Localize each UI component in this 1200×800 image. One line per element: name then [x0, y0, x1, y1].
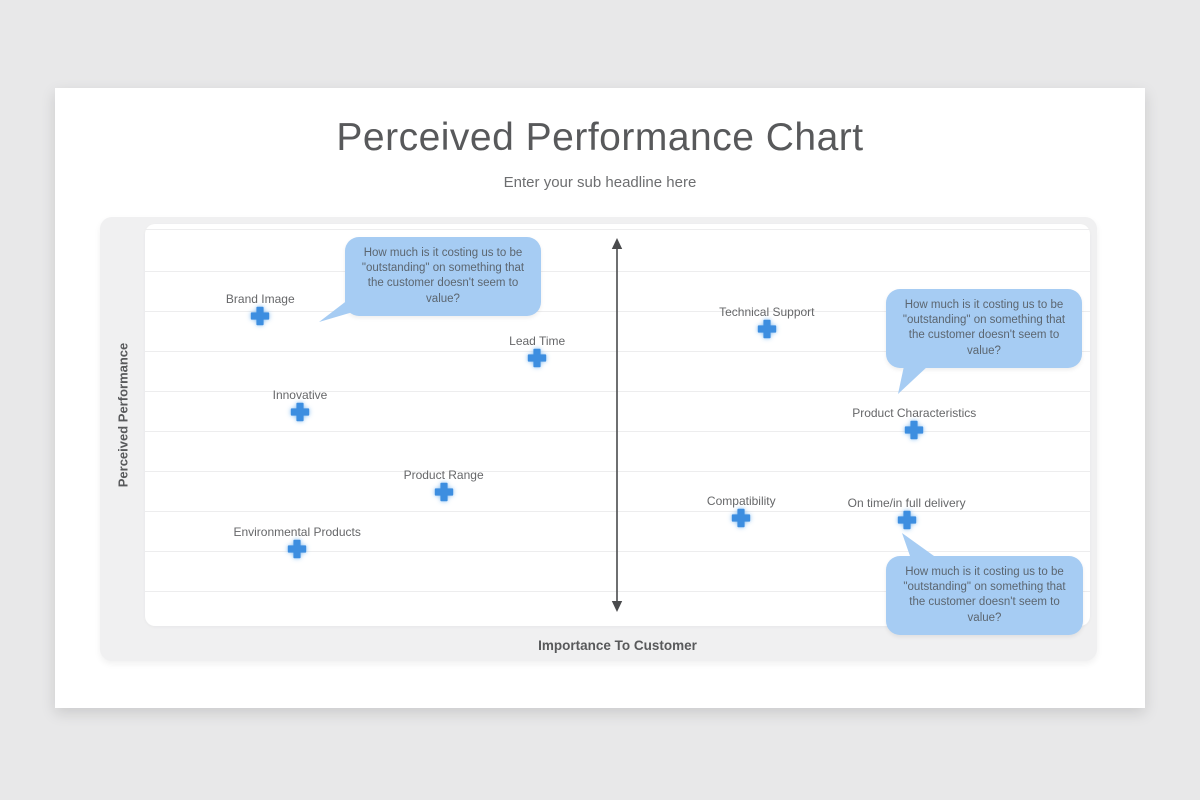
page-subtitle: Enter your sub headline here: [503, 174, 697, 191]
data-point-label: On time/in full delivery: [847, 495, 966, 510]
callout-text: How much is it costing us to be "outstan…: [361, 247, 525, 305]
callout-bubble[interactable]: How much is it costing us to be "outstan…: [886, 289, 1082, 394]
data-point-label: Compatibility: [706, 493, 776, 508]
data-point-label: Product Characteristics: [852, 405, 977, 420]
data-point-label: Environmental Products: [233, 524, 361, 539]
data-point-label: Brand Image: [225, 292, 295, 307]
plus-marker-icon[interactable]: [730, 507, 752, 529]
y-axis-label: Perceived Performance: [115, 342, 131, 488]
slide-card: Perceived Performance Chart Enter your s…: [55, 88, 1145, 708]
x-axis-label: Importance To Customer: [538, 638, 697, 653]
plus-marker-icon[interactable]: [526, 347, 548, 369]
plus-marker-icon[interactable]: [289, 401, 311, 423]
data-point-label: Product Range: [403, 468, 484, 483]
plus-marker-icon[interactable]: [756, 318, 778, 340]
callout-bubble[interactable]: How much is it costing us to be "outstan…: [319, 237, 541, 322]
plus-marker-icon[interactable]: [896, 509, 918, 531]
data-point-label: Lead Time: [509, 333, 566, 348]
callout-tail-icon: [319, 295, 353, 322]
callout-tail-icon: [898, 365, 928, 394]
data-point-label: Technical Support: [719, 304, 815, 319]
callout-text: How much is it costing us to be "outstan…: [903, 566, 1066, 624]
plus-marker-icon[interactable]: [433, 481, 455, 503]
data-point-label: Innovative: [272, 388, 328, 403]
callout-bubble[interactable]: How much is it costing us to be "outstan…: [886, 533, 1083, 635]
plus-marker-icon[interactable]: [249, 305, 271, 327]
callout-tail-icon: [902, 533, 934, 556]
page-title: Perceived Performance Chart: [336, 116, 864, 159]
callout-text: How much is it costing us to be "outstan…: [902, 299, 1066, 357]
vertical-axis-arrow: [611, 238, 623, 612]
plot-area: How much is it costing us to be "outstan…: [145, 224, 1090, 635]
plus-marker-icon[interactable]: [903, 419, 925, 441]
plus-marker-icon[interactable]: [286, 538, 308, 560]
